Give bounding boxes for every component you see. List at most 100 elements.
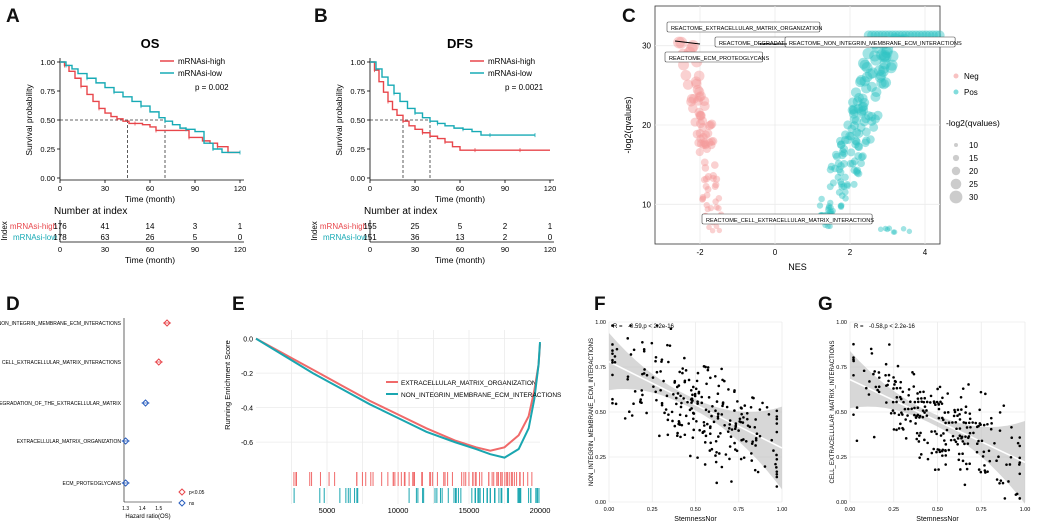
pos-point <box>877 226 884 233</box>
y-tick-label: 1.00 <box>836 320 847 326</box>
x-tick-label: 0.25 <box>647 507 658 513</box>
data-point <box>852 342 855 346</box>
pos-point <box>874 72 886 83</box>
pos-point <box>850 157 859 166</box>
data-point <box>613 360 617 364</box>
neg-point <box>707 140 716 150</box>
data-point <box>895 396 899 399</box>
p-value: p = 0.002 <box>195 83 229 92</box>
data-point <box>899 386 902 390</box>
pos-point <box>847 148 856 157</box>
y-tick-label: 0.25 <box>595 455 606 461</box>
pos-point <box>828 208 835 215</box>
pos-point <box>827 199 834 207</box>
data-point <box>912 372 916 376</box>
data-point <box>887 379 890 383</box>
data-point <box>706 422 709 426</box>
neg-point <box>696 119 706 129</box>
data-point <box>683 380 687 384</box>
data-point <box>920 400 923 403</box>
km-title: OS <box>141 36 160 51</box>
pos-point <box>886 59 898 71</box>
data-point <box>869 347 873 351</box>
data-point <box>935 432 938 436</box>
neg-point <box>673 36 685 49</box>
data-point <box>941 396 944 400</box>
hazard-point <box>155 358 163 366</box>
x-tick-label: 0.00 <box>845 507 856 513</box>
data-point <box>660 401 664 405</box>
data-point <box>981 455 985 458</box>
neg-point <box>715 205 722 212</box>
pos-point <box>840 159 848 168</box>
pos-point <box>866 135 875 144</box>
data-point <box>922 390 925 394</box>
data-point <box>855 406 859 409</box>
data-point <box>934 403 937 407</box>
data-point <box>926 457 930 461</box>
data-point <box>913 400 917 404</box>
risk-row-name: mRNAsi-high <box>10 222 57 231</box>
x-tick-label: 120 <box>544 184 557 193</box>
y-tick-label: -0.6 <box>241 440 253 447</box>
data-point <box>925 414 929 417</box>
data-point <box>852 358 855 361</box>
data-point <box>940 449 944 453</box>
data-point <box>611 397 614 401</box>
data-point <box>904 437 908 440</box>
data-point <box>693 392 697 396</box>
data-point <box>954 440 958 444</box>
pos-point <box>878 78 890 90</box>
pos-point <box>856 108 867 118</box>
data-point <box>910 407 914 411</box>
data-point <box>696 371 700 375</box>
size-legend-label: 25 <box>969 180 978 189</box>
volcano-panel: -2 0 2 4 10 20 30 NES -log2(qvalues) REACTOME_EXT… <box>623 5 1000 272</box>
neg-point <box>703 191 711 199</box>
pos-point <box>861 138 870 148</box>
data-point <box>736 400 739 403</box>
risk-y-label: Index <box>310 221 319 241</box>
data-point <box>674 396 678 400</box>
data-point <box>957 458 961 462</box>
pos-point <box>876 49 888 61</box>
data-point <box>715 400 719 403</box>
data-point <box>997 455 1000 459</box>
data-point <box>753 425 757 429</box>
pos-point <box>865 68 876 80</box>
data-point <box>754 436 758 440</box>
legend-label: mRNAsi-high <box>488 57 535 66</box>
pos-point <box>843 180 851 188</box>
data-point <box>975 425 979 429</box>
data-point <box>700 395 704 399</box>
data-point <box>943 411 947 414</box>
data-point <box>740 412 743 416</box>
data-point <box>975 450 979 454</box>
risk-row-name: mRNAsi-high <box>320 222 367 231</box>
data-point <box>877 376 881 379</box>
data-point <box>965 467 969 471</box>
pos-point <box>829 179 837 187</box>
pos-point <box>880 51 892 63</box>
risk-x-tick-label: 60 <box>146 245 154 254</box>
data-point <box>904 418 907 421</box>
risk-count: 151 <box>363 233 377 242</box>
data-point <box>702 420 706 424</box>
data-point <box>706 366 710 369</box>
data-point <box>899 397 903 401</box>
data-point <box>944 421 947 425</box>
pos-point <box>878 51 890 63</box>
pos-point <box>851 140 860 149</box>
data-point <box>641 372 644 376</box>
y-tick-label: 0.0 <box>243 337 253 344</box>
data-point <box>749 405 753 409</box>
data-point <box>916 413 920 417</box>
data-point <box>964 405 968 409</box>
data-point <box>916 400 920 404</box>
data-point <box>913 413 916 417</box>
data-point <box>923 405 927 408</box>
y-tick-label: 0.00 <box>595 500 606 506</box>
label-pointer <box>674 40 701 45</box>
data-point <box>961 452 964 456</box>
data-point <box>683 433 687 437</box>
